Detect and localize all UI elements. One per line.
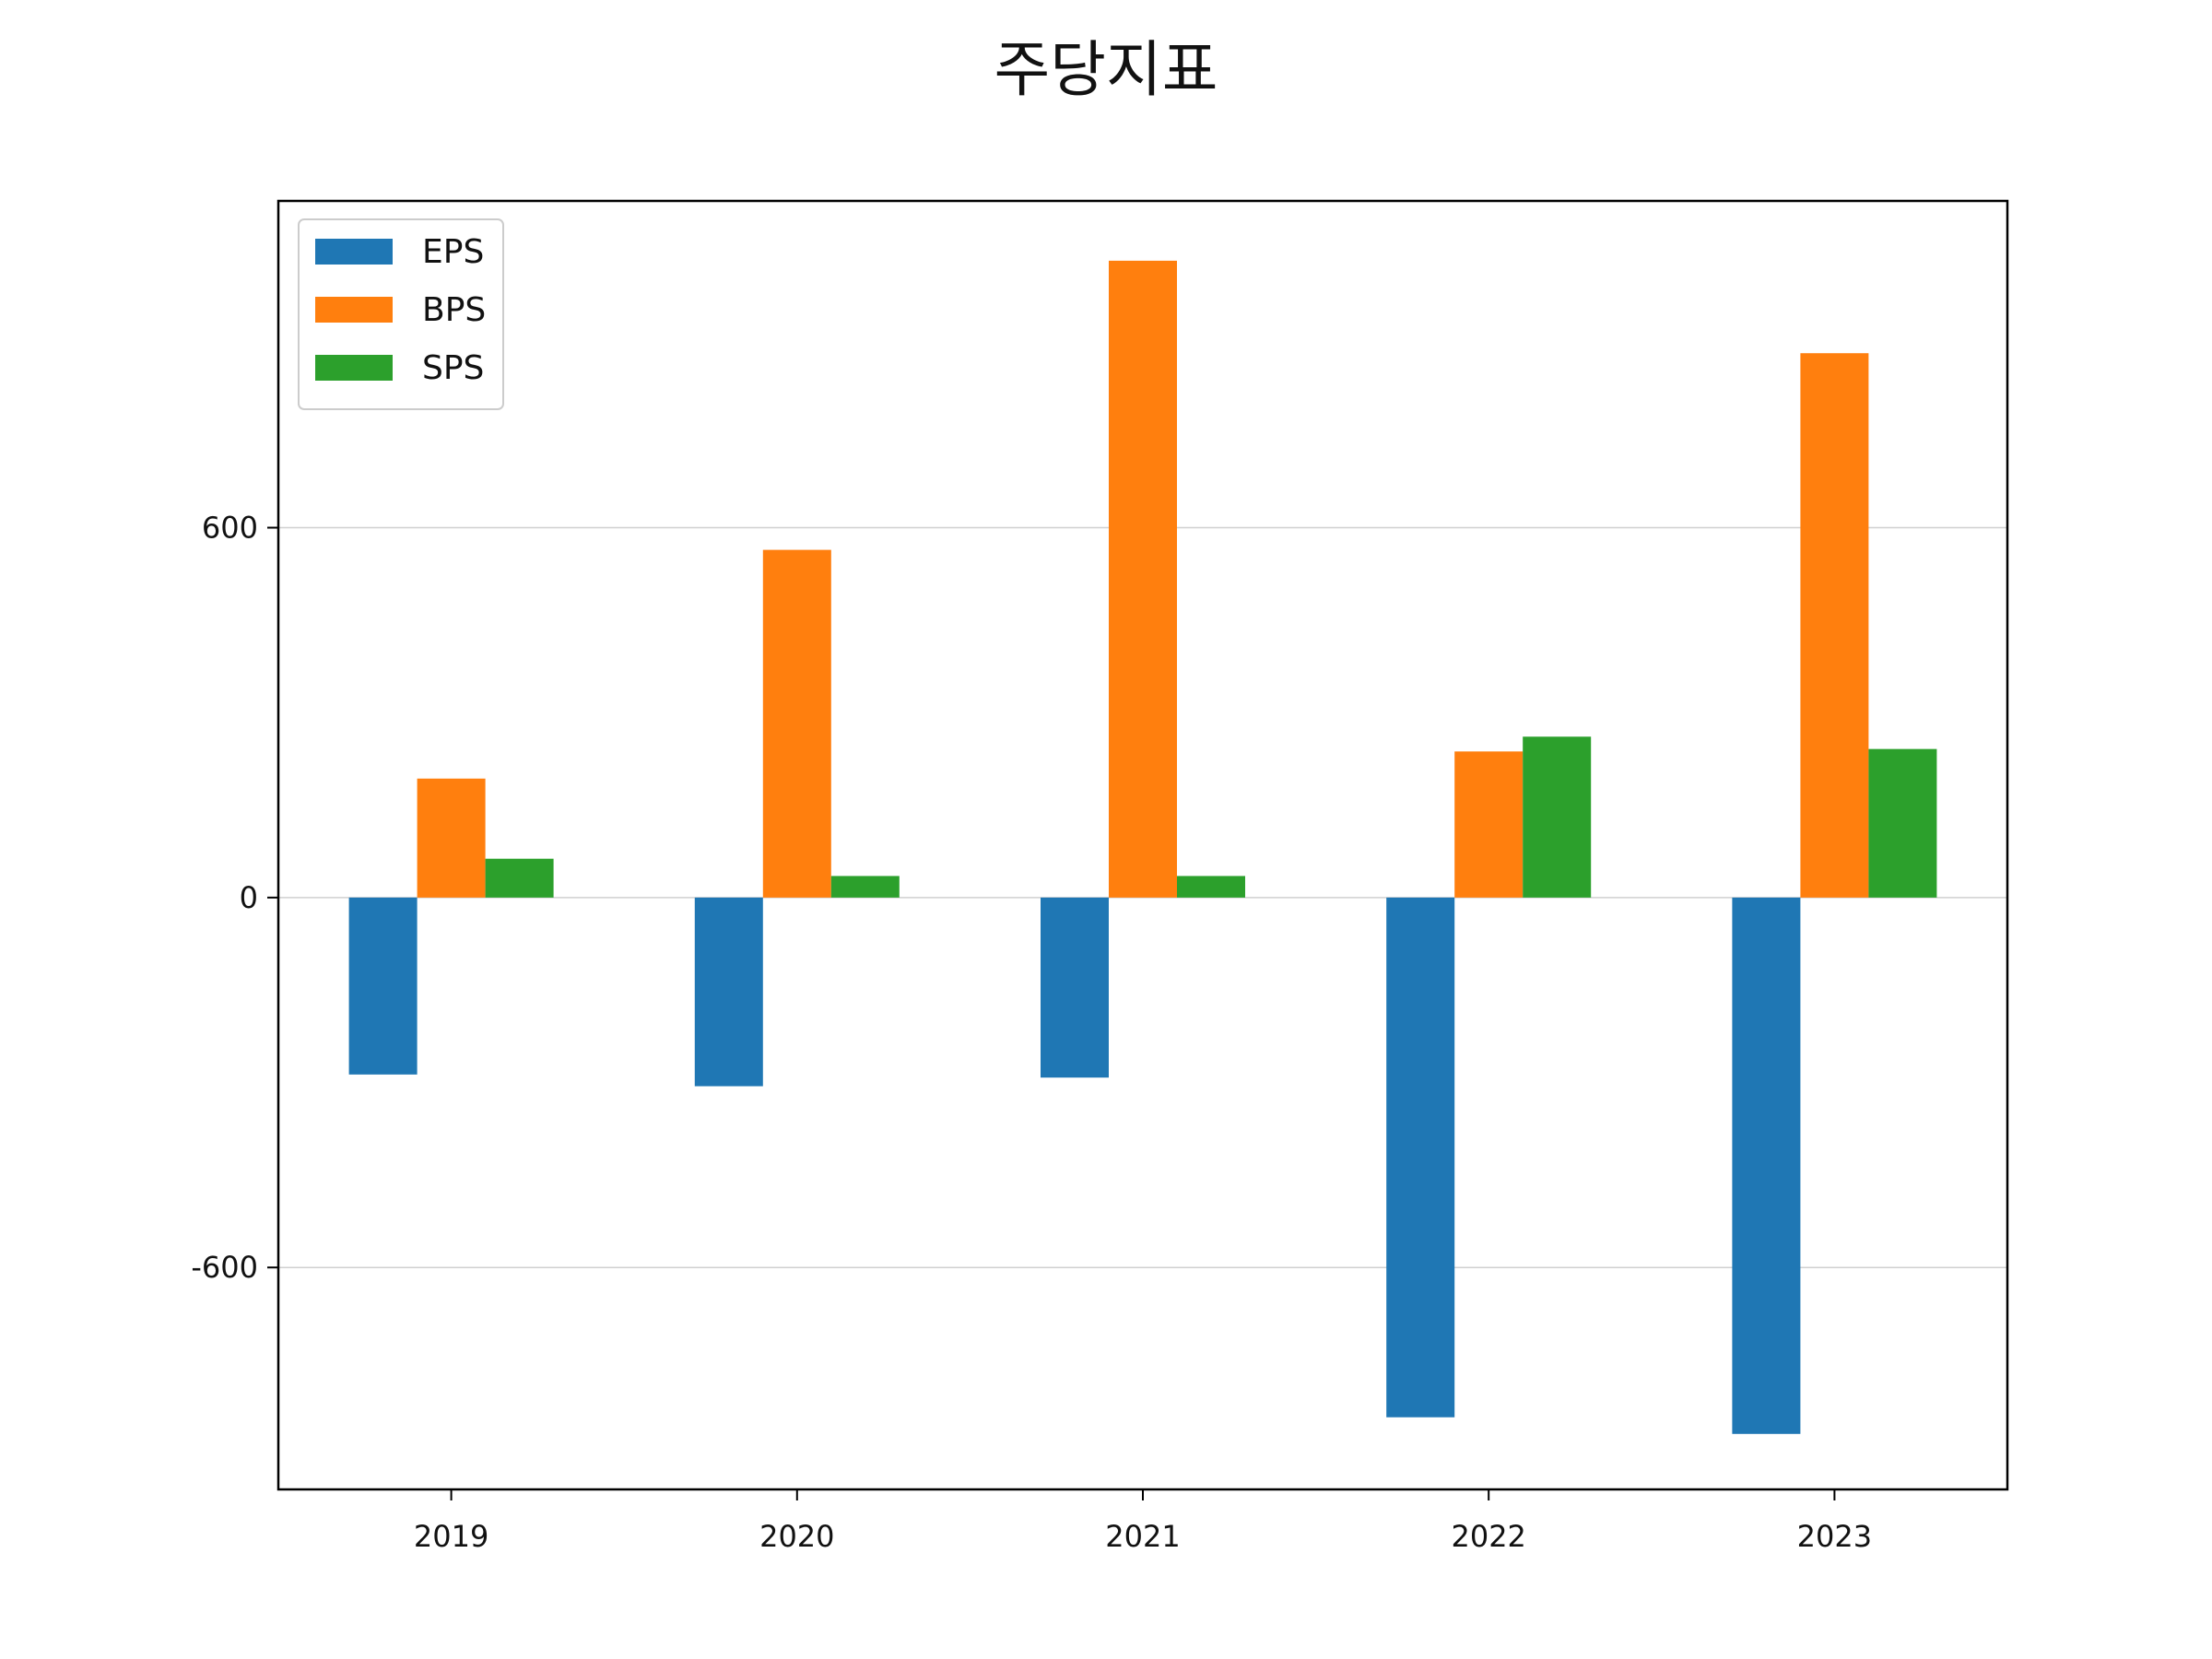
legend-label-sps: SPS	[422, 349, 484, 387]
bar-eps-2022	[1386, 897, 1455, 1418]
x-tick-label: 2021	[1105, 1519, 1180, 1554]
bar-sps-2019	[485, 858, 554, 898]
y-axis: -600 0 600	[191, 511, 278, 1285]
x-axis: 2019 2020 2021 2022 2023	[414, 1489, 1872, 1554]
bar-sps-2023	[1868, 748, 1937, 898]
y-tick-label: 600	[202, 511, 258, 546]
x-tick-label: 2019	[414, 1519, 488, 1554]
legend-swatch-eps	[315, 239, 393, 265]
bar-eps-2019	[348, 897, 418, 1075]
bar-bps-2023	[1800, 353, 1869, 898]
x-tick-label: 2023	[1797, 1519, 1872, 1554]
chart-title: 주당지표	[994, 34, 1218, 105]
bar-bps-2022	[1454, 751, 1524, 898]
bar-sps-2021	[1177, 876, 1245, 898]
bar-eps-2020	[694, 897, 763, 1087]
bar-eps-2021	[1041, 897, 1109, 1078]
bar-eps-2023	[1732, 897, 1801, 1434]
legend-swatch-bps	[315, 297, 393, 323]
bar-bps-2019	[417, 778, 486, 898]
x-tick-label: 2022	[1451, 1519, 1525, 1554]
bar-bps-2020	[762, 549, 831, 898]
x-tick-label: 2020	[759, 1519, 834, 1554]
bar-bps-2021	[1109, 260, 1177, 898]
bar-sps-2020	[830, 876, 900, 898]
legend-label-bps: BPS	[422, 291, 486, 329]
y-tick-label: 0	[240, 880, 258, 915]
bars	[348, 260, 1937, 1434]
legend: EPS BPS SPS	[298, 218, 504, 410]
y-tick-label: -600	[191, 1250, 258, 1285]
legend-label-eps: EPS	[422, 233, 484, 271]
bar-sps-2022	[1523, 736, 1592, 898]
legend-swatch-sps	[315, 355, 393, 381]
